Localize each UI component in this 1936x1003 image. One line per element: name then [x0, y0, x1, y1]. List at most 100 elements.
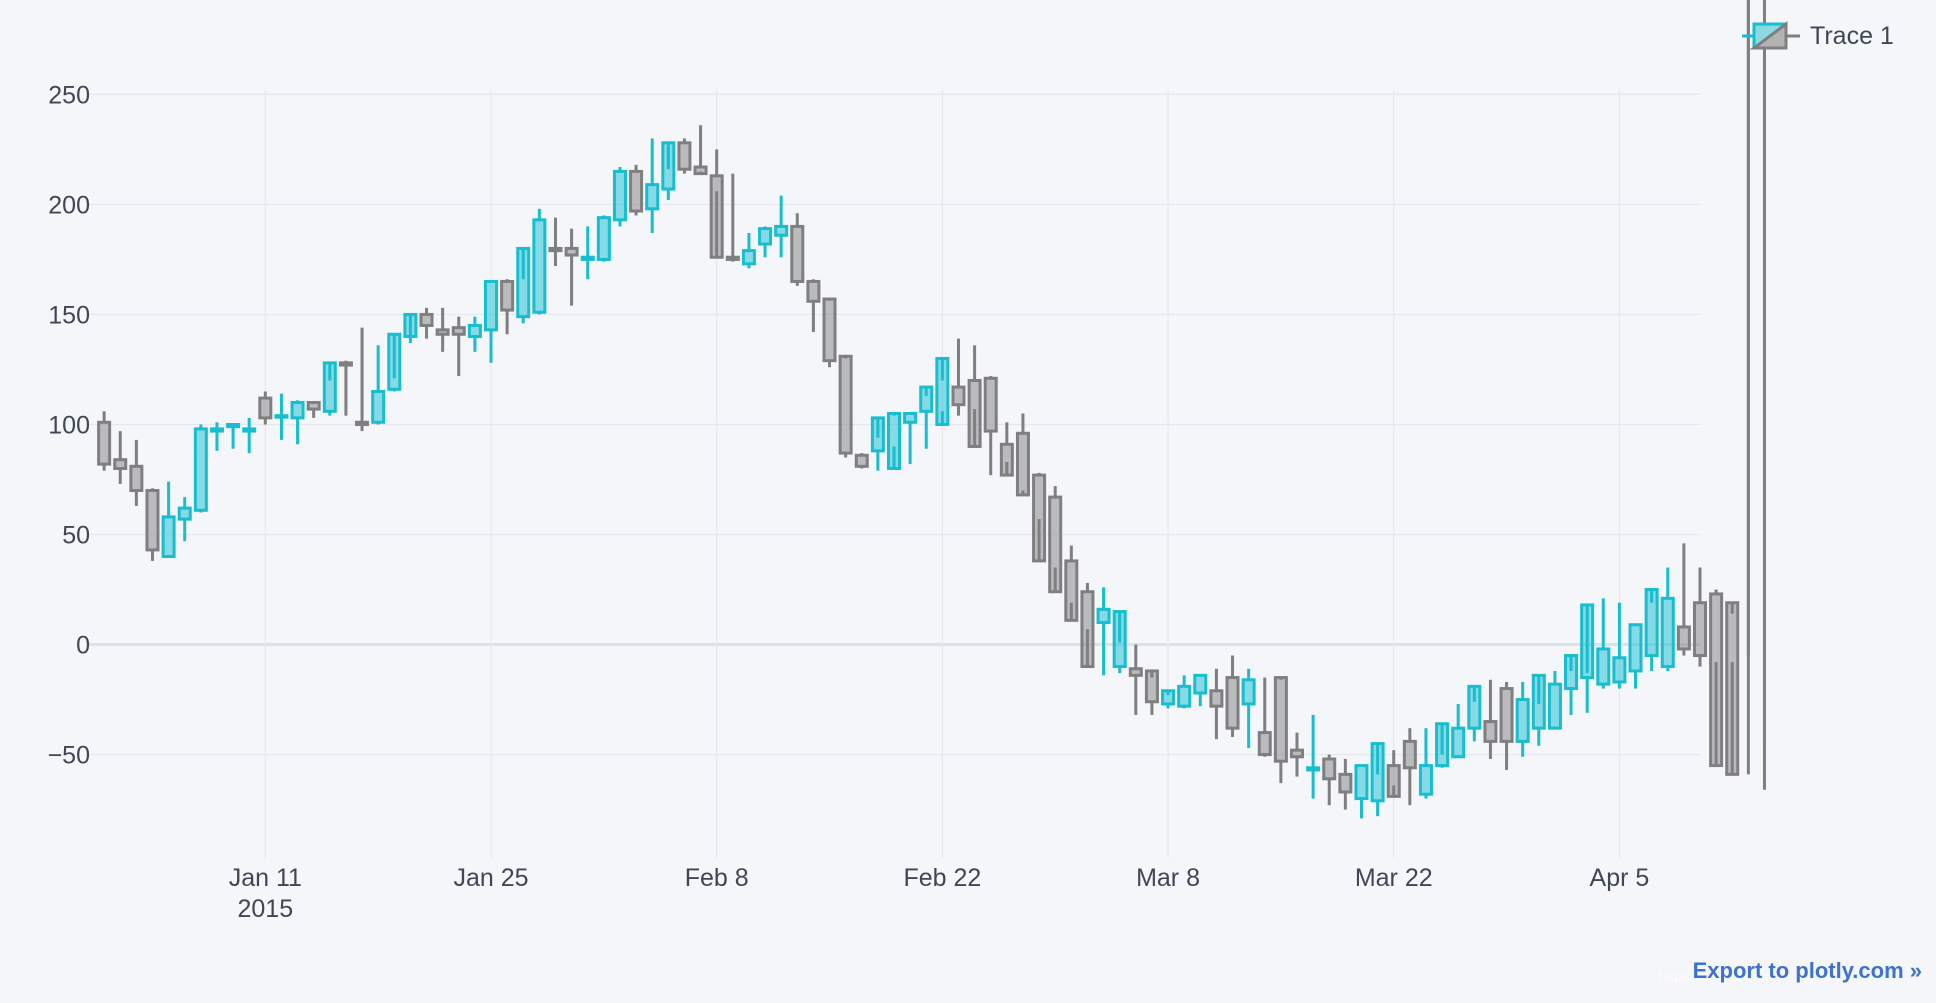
candle-body	[1225, 676, 1240, 730]
candle-body	[580, 255, 595, 261]
candle-body	[1257, 731, 1272, 757]
candle-decreasing	[806, 279, 821, 333]
export-to-plotly-link[interactable]: Export to plotly.com »	[1692, 958, 1922, 983]
candle-decreasing	[709, 149, 724, 259]
candle-body	[1418, 764, 1433, 796]
candle-body	[1596, 647, 1611, 686]
x-tick-label: Mar 22	[1355, 864, 1433, 892]
candle-body	[709, 174, 724, 259]
candle-body	[935, 356, 950, 426]
candle-body	[1048, 495, 1063, 594]
candle-body	[999, 442, 1014, 477]
y-axis: 250 200 150 100 50 0 −50	[48, 81, 90, 769]
candle-increasing	[887, 411, 901, 470]
candle-increasing	[516, 246, 531, 324]
candle-body	[516, 246, 531, 319]
candle-increasing	[774, 195, 789, 258]
candle-body	[403, 312, 418, 338]
candle-body	[838, 354, 853, 455]
candle-increasing	[484, 279, 498, 363]
candle-body	[1338, 772, 1353, 794]
candle-increasing	[177, 497, 192, 542]
candle-increasing	[274, 393, 289, 440]
candle-increasing	[209, 422, 224, 451]
legend-swatch-icon[interactable]	[1742, 21, 1800, 50]
candle-body	[1064, 559, 1079, 622]
x-year-label: 2015	[238, 895, 294, 923]
candle-body	[1144, 669, 1159, 704]
candle-body	[1644, 588, 1659, 658]
legend-label[interactable]: Trace 1	[1810, 22, 1894, 50]
candle-body	[1547, 682, 1562, 730]
candle-increasing	[467, 316, 482, 352]
candle-decreasing	[1032, 472, 1047, 563]
candle-increasing	[403, 312, 418, 344]
candle-decreasing	[451, 316, 466, 377]
x-tick-label: Apr 5	[1590, 864, 1650, 892]
y-tick-label: −50	[48, 742, 90, 770]
candle-decreasing	[1048, 486, 1063, 594]
candle-body	[290, 400, 305, 420]
y-tick-label: 150	[48, 301, 90, 329]
candle-body	[919, 385, 934, 413]
candle-decreasing	[951, 338, 966, 416]
candle-increasing	[1096, 587, 1111, 676]
candle-decreasing	[548, 217, 563, 267]
candle-body	[1015, 431, 1030, 497]
candle-increasing	[371, 345, 386, 425]
candle-decreasing	[129, 439, 144, 506]
candle-body	[193, 427, 208, 512]
candle-decreasing	[1338, 758, 1353, 810]
candle-decreasing	[97, 411, 112, 471]
candle-body	[97, 420, 112, 466]
candle-decreasing	[693, 125, 708, 176]
candle-body	[1096, 607, 1111, 625]
candle-increasing	[1418, 728, 1433, 799]
candle-body	[1660, 596, 1675, 669]
candle-increasing	[1564, 654, 1579, 715]
candle-decreasing	[1257, 677, 1272, 757]
candle-increasing	[1580, 603, 1595, 713]
candle-body	[1709, 592, 1724, 768]
candle-body	[113, 458, 128, 470]
candle-decreasing	[967, 345, 982, 448]
y-tick-label: 200	[48, 191, 90, 219]
candle-body	[451, 326, 466, 336]
candlestick-series	[97, 0, 1766, 819]
candle-decreasing	[983, 376, 998, 476]
candle-decreasing	[1080, 582, 1095, 669]
y-tick-label: 50	[62, 522, 90, 550]
candle-increasing	[1354, 764, 1369, 819]
candle-body	[1515, 698, 1530, 743]
x-axis: Jan 11 Jan 25 Feb 8 Feb 22 Mar 8 Mar 22 Apr 5 2…	[229, 864, 1650, 923]
candle-body	[951, 385, 966, 407]
candle-increasing	[322, 361, 337, 416]
candle-increasing	[870, 416, 885, 471]
candle-increasing	[387, 332, 402, 392]
candle-body	[1177, 684, 1192, 708]
candle-decreasing	[1402, 728, 1417, 806]
candle-body	[1306, 766, 1321, 772]
candle-body	[596, 216, 611, 261]
x-tick-label: Jan 11	[229, 864, 302, 892]
candle-body	[1161, 689, 1176, 706]
legend[interactable]: Trace 1	[1742, 21, 1894, 50]
candle-increasing	[1660, 567, 1675, 671]
candle-body	[741, 249, 756, 266]
candle-body	[161, 515, 176, 559]
candle-increasing	[1161, 689, 1176, 709]
candle-body	[661, 141, 676, 191]
candle-increasing	[1451, 703, 1466, 759]
candle-body	[806, 279, 821, 303]
candle-decreasing	[338, 360, 353, 416]
candle-increasing	[1193, 673, 1208, 707]
candle-body	[338, 361, 353, 367]
candle-decreasing	[999, 422, 1014, 477]
x-tick-label: Feb 8	[685, 864, 749, 892]
candle-body	[983, 376, 998, 433]
candle-body	[1676, 625, 1691, 651]
candle-increasing	[1112, 610, 1127, 674]
candle-body	[129, 464, 144, 493]
candle-increasing	[935, 356, 950, 426]
